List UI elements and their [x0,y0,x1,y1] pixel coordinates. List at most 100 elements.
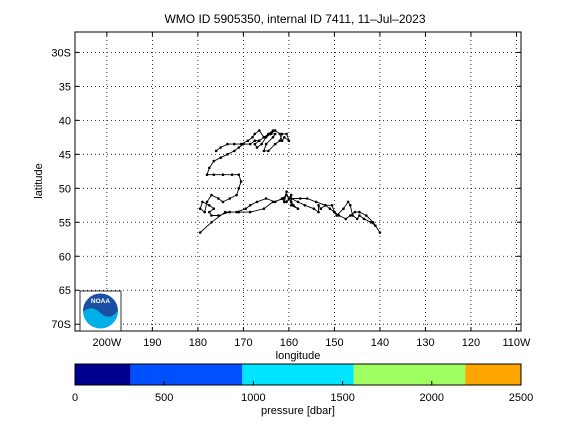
y-tick-label: 70S [51,319,71,331]
trajectory-point [253,139,257,142]
logo-text: NOAA [91,298,110,305]
trajectory-point [208,210,211,214]
colorbar-label: pressure [dbar] [261,405,335,417]
trajectory-point [362,217,366,221]
y-tick-label: 65 [59,285,71,297]
trajectory-point [349,214,352,217]
trajectory-point [221,173,225,176]
colorbar-band [75,364,131,385]
colorbar-bands [75,364,521,385]
trajectory-point [235,193,238,197]
trajectory-point [233,149,236,153]
trajectory-point [273,200,277,204]
axis-ticks: 200W 190 180 170 160 150 140 130 120 110W 30S 35 40 4… [51,32,531,349]
trajectory-point [312,207,316,210]
trajectory-point [251,136,254,139]
trajectory-point [237,210,241,214]
trajectory-point [255,200,259,204]
colorbar-band [465,364,521,385]
trajectory-point [271,129,275,132]
trajectory-point [264,136,268,139]
colorbar-band [353,364,466,385]
trajectory-point [246,139,250,142]
trajectory-point [365,214,368,217]
trajectory-point [205,200,209,204]
trajectory-point [273,132,277,136]
trajectory-point [203,210,206,214]
trajectory-point [335,214,339,217]
trajectory-point [337,214,341,217]
trajectory-line [199,129,381,233]
trajectory-point [210,221,213,224]
trajectory-point [358,210,361,214]
y-tick-label: 35 [59,81,71,93]
trajectory-point [223,210,227,214]
trajectory-point [289,197,293,200]
trajectory-point [201,200,204,204]
plot-frame [74,31,522,332]
trajectory-point [344,217,348,221]
trajectory-point [237,146,241,149]
x-tick-label: 200W [92,337,121,349]
y-tick-label: 40 [59,115,71,127]
trajectory-point [351,214,354,217]
chart-title: WMO ID 5905350, internal ID 7411, 11–Jul… [164,12,425,26]
trajectory-point [262,136,266,139]
trajectory-point [208,204,211,207]
y-tick-label: 55 [59,217,71,229]
trajectory-point [280,132,284,136]
trajectory-point [244,207,247,210]
trajectory-point [210,214,213,217]
trajectory-point [278,139,282,142]
trajectory-point [330,204,334,207]
trajectory-point [287,197,291,200]
trajectory-point [258,129,261,132]
trajectory-point [221,200,225,204]
colorbar-band [242,364,354,385]
trajectory-point [314,200,318,204]
trajectory-point [267,132,270,136]
trajectory-point [296,207,300,210]
trajectory-point [271,136,275,139]
trajectory-point [219,146,222,149]
plot-background [75,32,521,331]
trajectory-point [235,210,238,214]
trajectory-point [342,207,345,210]
trajectory-point [210,193,213,197]
trajectory-point [239,180,243,183]
x-tick-label: 130 [416,337,434,349]
trajectory-point [269,132,273,136]
trajectory-point [287,139,291,142]
trajectory-point [305,197,309,200]
trajectory-point [226,153,229,156]
trajectory-point [226,142,229,146]
x-tick-label: 180 [189,337,207,349]
colorbar-tick-label: 1500 [330,392,354,404]
trajectory-point [233,142,236,146]
trajectory-point [278,132,282,136]
trajectory-point [283,197,286,200]
trajectory-point [369,221,373,224]
trajectory-point [289,204,293,207]
colorbar: 0 500 1000 1500 2000 2500 pressure [dbar] [72,363,533,417]
trajectory-point [324,204,327,207]
trajectory-point [285,193,288,197]
logo-wave [82,308,119,330]
trajectory-point [285,200,288,204]
colorbar-band [130,364,243,385]
trajectory-point [208,166,211,170]
x-tick-label: 120 [462,337,480,349]
trajectory-point [228,210,231,214]
trajectory-point [258,139,261,142]
x-tick-label: 110W [502,337,531,349]
trajectory-point [355,217,359,221]
trajectory-point [271,200,275,204]
float-trajectory [198,129,382,234]
trajectory-point [378,231,382,234]
trajectory-point [285,132,288,136]
trajectory-point [198,231,202,234]
trajectory-point [248,210,252,214]
colorbar-tick-label: 0 [72,392,78,404]
trajectory-point [237,173,241,176]
